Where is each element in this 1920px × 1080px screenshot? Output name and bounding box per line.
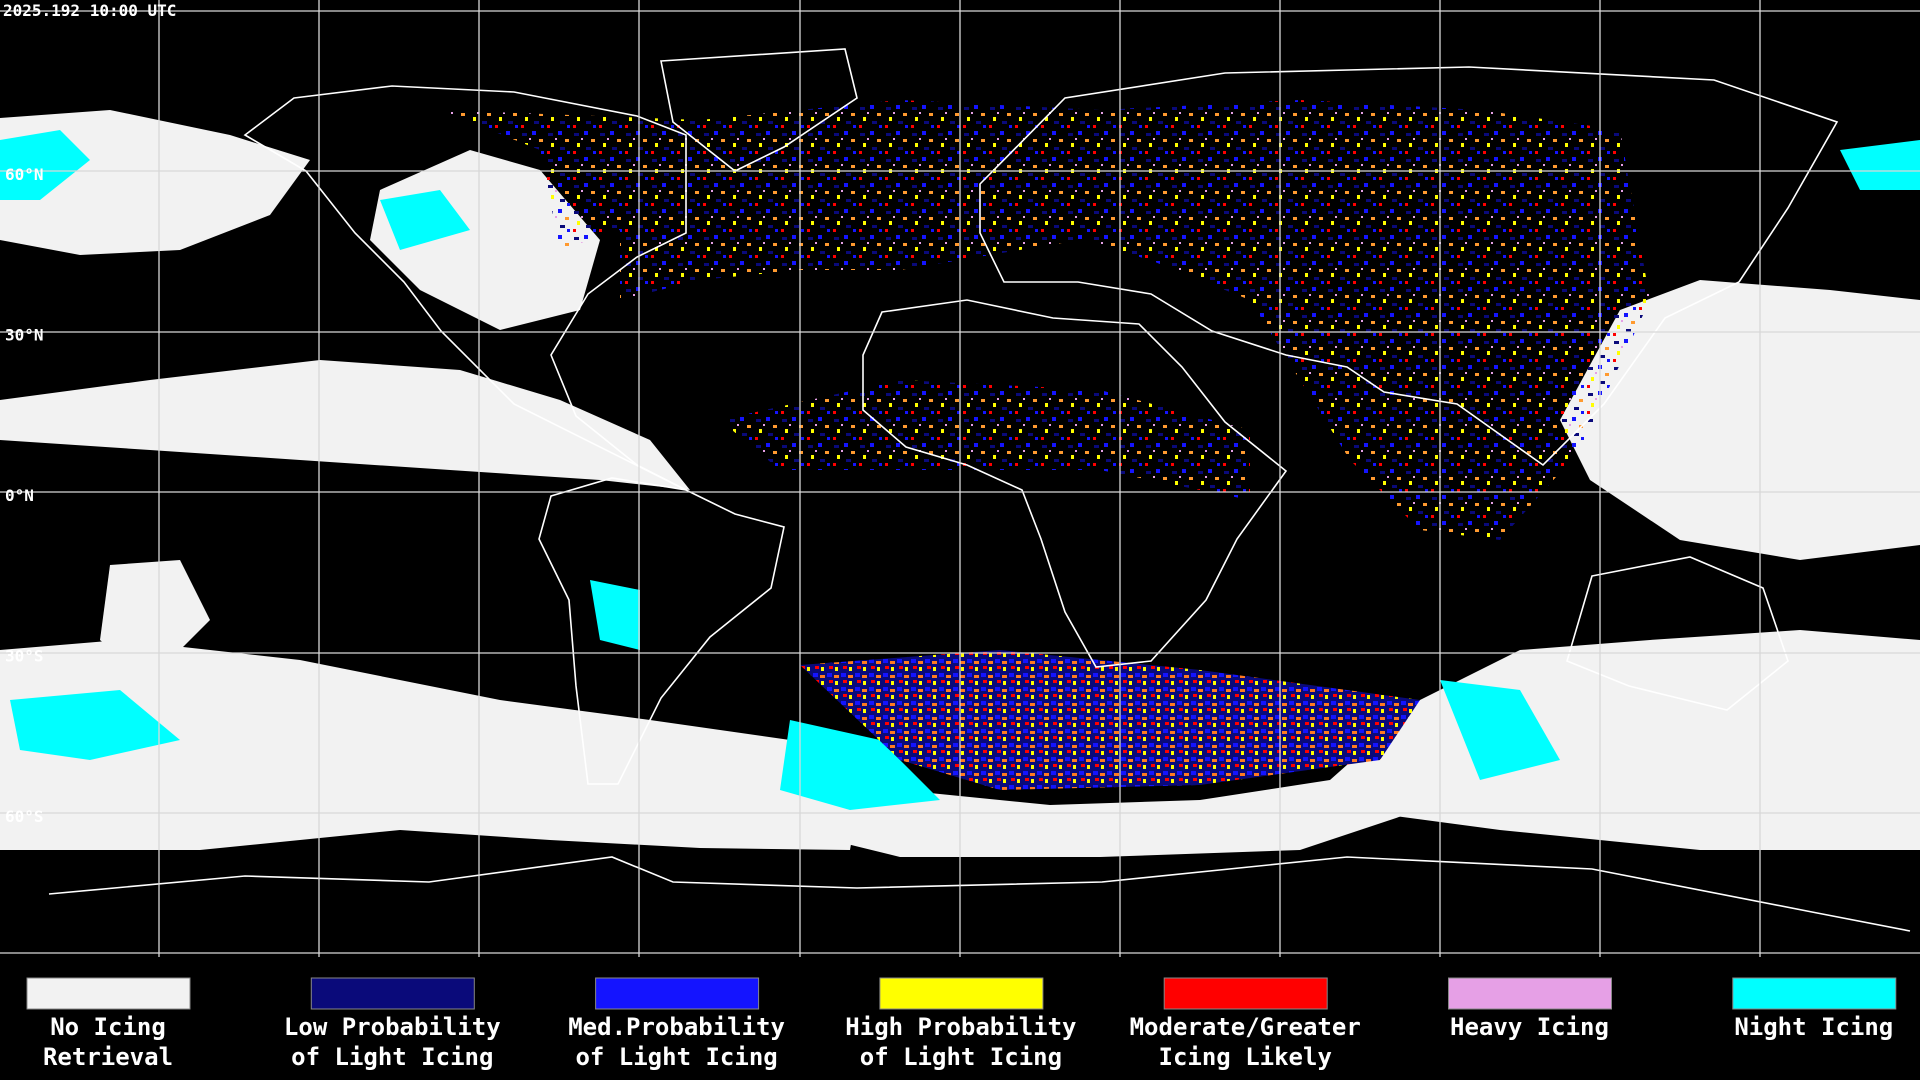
icing-areas [440, 100, 1650, 790]
legend-swatch [595, 977, 760, 1010]
legend-swatch [26, 977, 191, 1010]
legend-label: Low Probability [284, 1013, 501, 1041]
legend-swatch [1448, 977, 1612, 1010]
night-icing-areas [0, 130, 1920, 810]
legend-label: Heavy Icing [1450, 1013, 1609, 1041]
coastline [243, 85, 687, 491]
cloud [1350, 630, 1920, 850]
legend-label: Med.Probability [568, 1013, 785, 1041]
cloud [590, 580, 640, 650]
coastline [1566, 556, 1789, 711]
legend-label: Moderate/Greater [1130, 1013, 1361, 1041]
cloud [780, 700, 1420, 857]
latitude-label: 60°N [5, 165, 44, 184]
legend-swatch [1163, 977, 1328, 1010]
latitude-label: 30°N [5, 326, 44, 345]
coastline [979, 66, 1839, 467]
cloud [0, 130, 90, 200]
legend-label: Night Icing [1734, 1013, 1893, 1041]
graticule [0, 0, 1920, 957]
legend-swatch [310, 977, 475, 1010]
legend-label: No Icing [50, 1013, 166, 1041]
cloud [1560, 280, 1920, 560]
latitude-labels: 60°N 30°N 0°N 30°S 60°S [5, 165, 44, 826]
legend-label: High Probability [845, 1013, 1076, 1041]
latitude-label: 0°N [5, 486, 34, 505]
cloud [0, 110, 310, 255]
latitude-label: 30°S [5, 647, 44, 666]
legend-label: of Light Icing [575, 1043, 777, 1071]
legend-swatch [1732, 977, 1897, 1010]
cloud [0, 640, 860, 850]
cloud [780, 720, 940, 810]
latitude-label: 60°S [5, 807, 44, 826]
legend-swatch [879, 977, 1044, 1010]
coastline [48, 856, 1911, 932]
cloud [380, 190, 470, 250]
icing-region [800, 650, 1420, 790]
legend-label: of Light Icing [291, 1043, 493, 1071]
icing-region [440, 100, 1650, 540]
cloud [1440, 680, 1560, 780]
icing-region [720, 380, 1250, 500]
coastline [862, 299, 1288, 668]
coastlines [48, 48, 1911, 932]
coastline [660, 48, 858, 172]
coastline [538, 477, 785, 785]
legend-label: Retrieval [43, 1043, 173, 1071]
cloud [100, 560, 210, 680]
cloud [1840, 140, 1920, 190]
cloud [10, 690, 180, 760]
legend-label: of Light Icing [860, 1043, 1062, 1071]
timestamp: 2025.192 10:00 UTC [3, 1, 176, 20]
cloud [0, 360, 690, 490]
legend-label: Icing Likely [1159, 1043, 1332, 1071]
